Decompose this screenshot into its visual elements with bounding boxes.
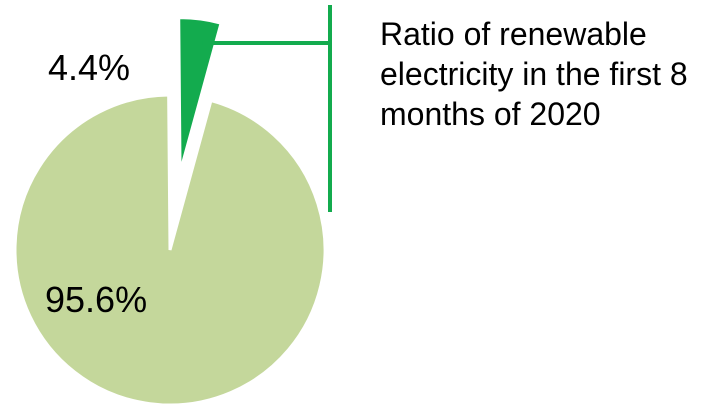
pie-slice-other <box>13 93 327 406</box>
slice-label-other: 95.6% <box>45 279 147 320</box>
pie-slice-renewable <box>177 16 223 174</box>
slice-label-renewable: 4.4% <box>48 47 130 88</box>
chart-annotation: Ratio of renewable electricity in the fi… <box>380 16 688 132</box>
pie-slices <box>13 16 327 406</box>
